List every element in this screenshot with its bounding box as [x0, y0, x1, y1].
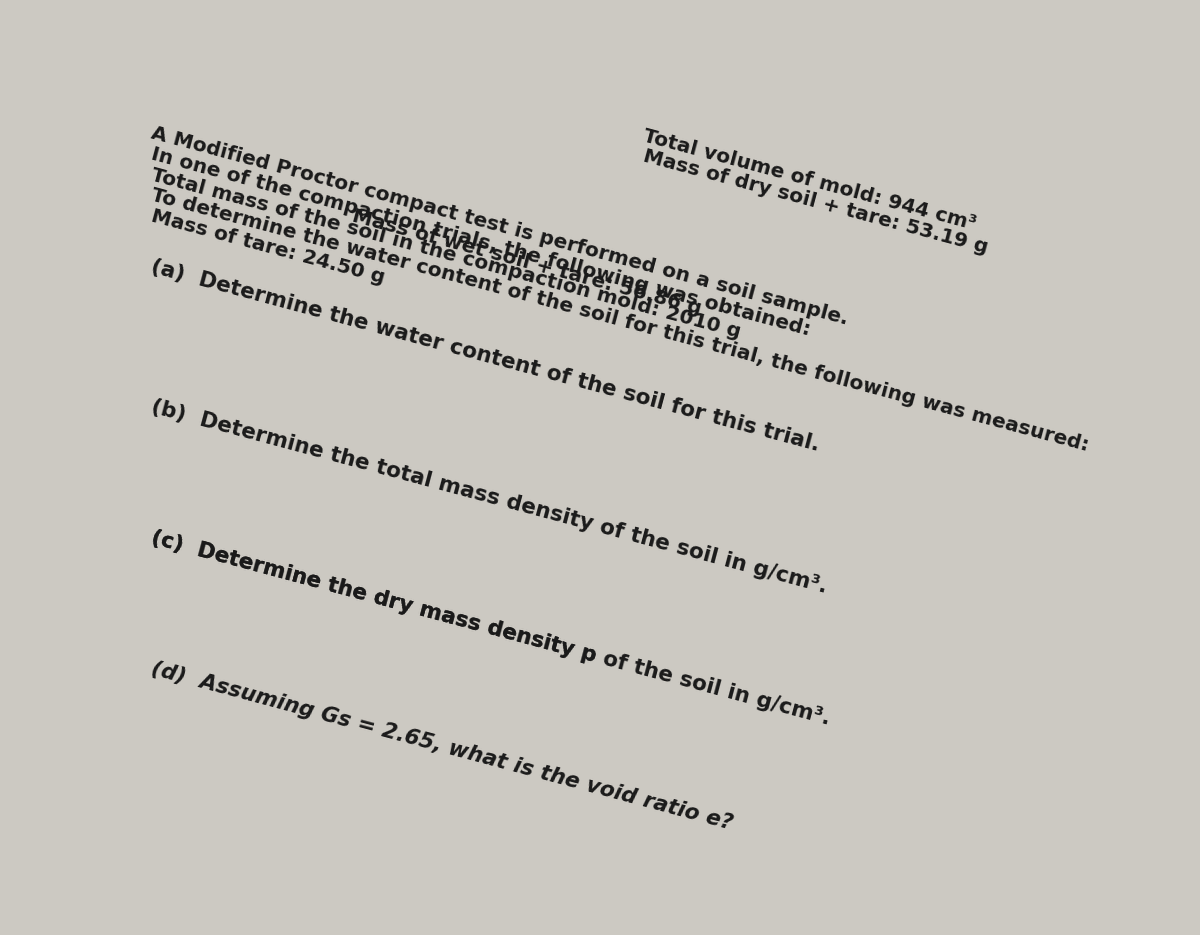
Text: (a)  Determine the water content of the soil for this trial.: (a) Determine the water content of the s…	[149, 257, 822, 455]
Text: A Modified Proctor compact test is performed on a soil sample.: A Modified Proctor compact test is perfo…	[149, 123, 850, 329]
Text: (c)  Determine the dry mass density p⁤ of the soil in g/cm³.: (c) Determine the dry mass density p⁤ of…	[149, 528, 833, 729]
Text: (b)  Determine the total mass density of the soil in g/cm³.: (b) Determine the total mass density of …	[149, 397, 829, 597]
Text: To determine the water content of the soil for this trial, the following was mea: To determine the water content of the so…	[149, 186, 1091, 455]
Text: In one of the compaction trials, the following was obtained:: In one of the compaction trials, the fol…	[149, 145, 812, 339]
Text: Total mass of the soil in the compaction mold: 2010 g: Total mass of the soil in the compaction…	[149, 165, 743, 341]
Text: Mass of dry soil + tare: 53.19 g: Mass of dry soil + tare: 53.19 g	[641, 147, 990, 257]
Text: Mass of wet soil + tare: 56.86 g: Mass of wet soil + tare: 56.86 g	[350, 207, 704, 319]
Text: Mass of tare: 24.50 g: Mass of tare: 24.50 g	[149, 207, 386, 288]
Text: (c)  Determine the dry mass density p: (c) Determine the dry mass density p	[149, 528, 599, 667]
Text: Total volume of mold: 944 cm³: Total volume of mold: 944 cm³	[641, 126, 978, 234]
Text: (d)  Assuming Gs = 2.65, what is the void ratio e?: (d) Assuming Gs = 2.65, what is the void…	[149, 659, 734, 834]
